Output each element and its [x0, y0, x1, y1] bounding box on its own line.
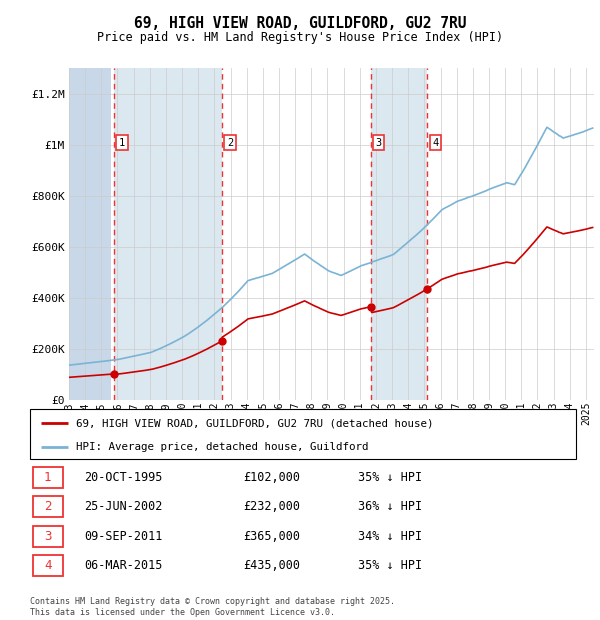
- Text: 35% ↓ HPI: 35% ↓ HPI: [358, 471, 422, 484]
- Text: 06-MAR-2015: 06-MAR-2015: [85, 559, 163, 572]
- Text: 20-OCT-1995: 20-OCT-1995: [85, 471, 163, 484]
- Text: Price paid vs. HM Land Registry's House Price Index (HPI): Price paid vs. HM Land Registry's House …: [97, 31, 503, 43]
- Text: Contains HM Land Registry data © Crown copyright and database right 2025.
This d: Contains HM Land Registry data © Crown c…: [30, 598, 395, 617]
- Text: 1: 1: [119, 138, 125, 148]
- Bar: [33, 467, 63, 488]
- Text: 4: 4: [432, 138, 439, 148]
- Bar: [114, 68, 222, 400]
- Text: £232,000: £232,000: [243, 500, 300, 513]
- Text: 36% ↓ HPI: 36% ↓ HPI: [358, 500, 422, 513]
- Text: 34% ↓ HPI: 34% ↓ HPI: [358, 529, 422, 542]
- Text: 1: 1: [44, 471, 52, 484]
- Text: HPI: Average price, detached house, Guildford: HPI: Average price, detached house, Guil…: [76, 442, 369, 452]
- Bar: [69, 68, 111, 400]
- Text: 25-JUN-2002: 25-JUN-2002: [85, 500, 163, 513]
- Text: 35% ↓ HPI: 35% ↓ HPI: [358, 559, 422, 572]
- Text: 69, HIGH VIEW ROAD, GUILDFORD, GU2 7RU (detached house): 69, HIGH VIEW ROAD, GUILDFORD, GU2 7RU (…: [76, 418, 434, 428]
- FancyBboxPatch shape: [30, 409, 576, 459]
- Bar: [33, 496, 63, 517]
- Text: 2: 2: [227, 138, 233, 148]
- Text: 4: 4: [44, 559, 52, 572]
- Text: 69, HIGH VIEW ROAD, GUILDFORD, GU2 7RU: 69, HIGH VIEW ROAD, GUILDFORD, GU2 7RU: [134, 16, 466, 31]
- Text: £102,000: £102,000: [243, 471, 300, 484]
- Text: £435,000: £435,000: [243, 559, 300, 572]
- Bar: [33, 526, 63, 547]
- Bar: [371, 68, 427, 400]
- Bar: [33, 555, 63, 576]
- Text: 3: 3: [44, 529, 52, 542]
- Text: 2: 2: [44, 500, 52, 513]
- Text: £365,000: £365,000: [243, 529, 300, 542]
- Text: 09-SEP-2011: 09-SEP-2011: [85, 529, 163, 542]
- Text: 3: 3: [376, 138, 382, 148]
